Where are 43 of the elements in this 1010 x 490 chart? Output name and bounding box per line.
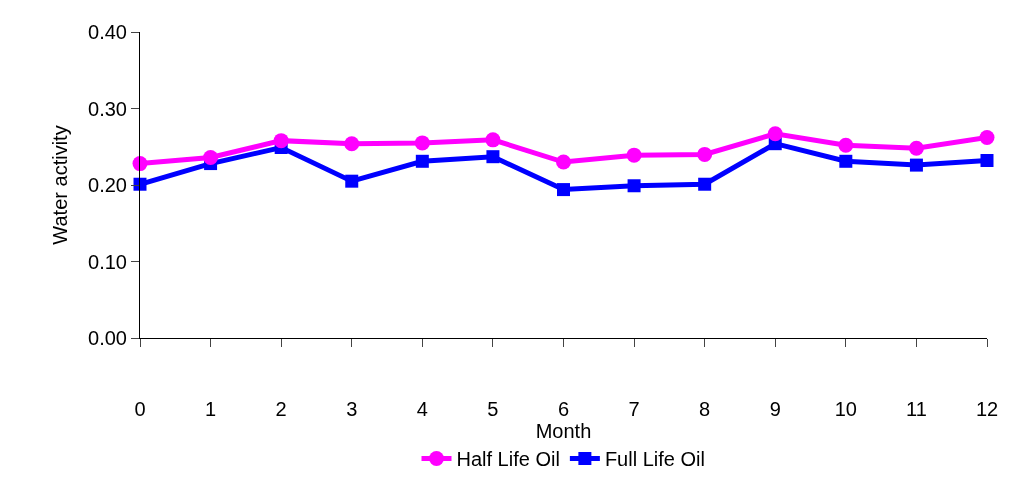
x-tick-label: 11 [906,398,927,420]
x-axis-title: Month [535,420,592,442]
point [273,133,289,149]
point [486,150,500,164]
x-tick-label: 2 [275,398,287,420]
y-tick-label: 0.00 [88,327,127,349]
point [909,158,923,172]
x-tick-label: 9 [769,398,781,420]
x-tick-label: 12 [975,398,999,420]
y-tick-label: 0.40 [88,21,127,43]
x-tick-label: 4 [416,398,428,420]
point [415,154,429,168]
point [557,183,570,197]
point [626,147,642,163]
point [980,154,994,168]
point [908,140,924,156]
y-tick-label: 0.20 [88,174,127,196]
y-tick-label: 0.30 [88,97,127,120]
y-tick-label: 0.10 [88,250,127,273]
point [627,179,641,193]
x-tick-label: 3 [346,398,358,420]
x-tick-label: 6 [557,398,570,420]
point [203,149,219,165]
y-axis-title: Water activity [48,125,71,245]
x-tick-label: 0 [134,398,146,420]
point [344,136,360,152]
point [767,126,783,142]
point [414,135,430,151]
point [979,130,995,146]
legend-label: Half Life Oil [456,448,560,471]
legend-label: Full Life Oil [604,448,705,471]
point [556,154,571,170]
point [839,154,853,168]
x-tick-label: 7 [628,398,640,420]
x-tick-label: 10 [834,398,857,420]
point [485,132,501,148]
point [698,177,712,191]
x-tick-label: 8 [699,398,711,420]
x-tick-label: 5 [487,398,499,420]
point [697,146,713,162]
x-tick-label: 1 [205,398,217,420]
point [345,174,359,188]
point [838,137,854,153]
